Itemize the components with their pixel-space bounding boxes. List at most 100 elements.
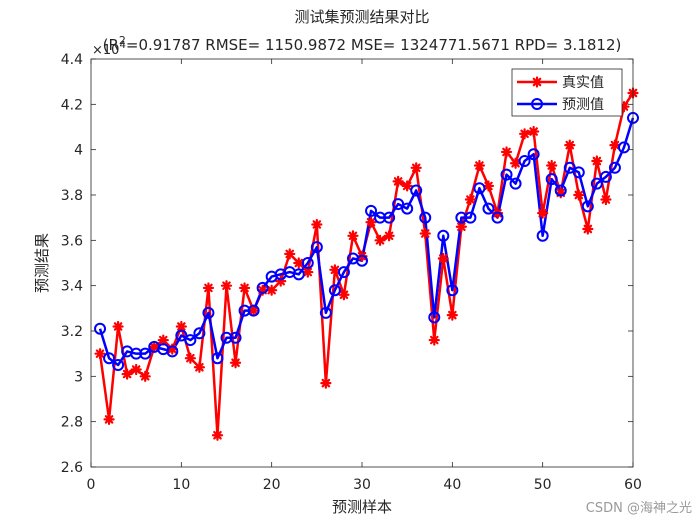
data-point-predicted (527, 148, 540, 161)
data-point-actual (103, 413, 115, 425)
y-axis-label: 预测结果 (33, 233, 51, 293)
data-point-predicted (572, 166, 585, 179)
y-tick-label: 3.4 (61, 279, 83, 295)
chart-subtitle: (R2=0.91787 RMSE= 1150.9872 MSE= 1324771… (103, 34, 622, 54)
data-point-actual (410, 162, 422, 174)
data-point-actual (139, 370, 151, 382)
data-point-predicted (365, 204, 378, 217)
x-tick-label: 0 (87, 477, 96, 493)
data-point-actual (329, 264, 341, 276)
x-tick-label: 30 (353, 477, 371, 493)
data-point-predicted (482, 202, 495, 215)
data-point-actual (518, 128, 531, 140)
data-point-predicted (464, 211, 477, 224)
data-point-actual (609, 139, 621, 151)
data-point-actual (374, 234, 386, 246)
y-tick-label: 3.8 (61, 188, 83, 204)
data-point-actual (284, 248, 296, 260)
data-point-predicted (554, 184, 567, 197)
data-point-predicted (103, 352, 116, 365)
data-point-actual (293, 257, 305, 269)
y-tick-label: 3 (74, 369, 83, 385)
data-point-predicted (545, 173, 558, 186)
data-point-predicted (184, 334, 197, 347)
data-point-predicted (319, 306, 332, 319)
y-tick-label: 3.6 (61, 233, 83, 249)
data-point-actual (446, 309, 458, 321)
data-point-predicted (392, 198, 405, 211)
exponent-power: 4 (119, 40, 125, 51)
y-tick-label: 4.4 (61, 52, 83, 68)
y-tick-label: 2.6 (61, 460, 83, 476)
data-point-predicted (563, 161, 576, 174)
data-point-actual (184, 352, 196, 364)
data-point-actual (455, 221, 467, 233)
data-point-predicted (193, 327, 206, 340)
data-point-predicted (428, 311, 441, 324)
data-point-actual (428, 334, 440, 346)
data-point-predicted (401, 202, 414, 215)
subtitle-metrics: =0.91787 RMSE= 1150.9872 MSE= 1324771.56… (126, 36, 621, 54)
x-axis-label: 预测样本 (332, 498, 392, 516)
data-point-actual (419, 227, 431, 240)
data-point-actual (121, 368, 133, 380)
data-point-actual (528, 125, 540, 138)
data-point-predicted (112, 359, 125, 371)
data-point-actual (320, 377, 332, 389)
y-tick-label: 4.2 (61, 97, 83, 113)
data-point-predicted (500, 168, 513, 181)
data-point-actual (401, 180, 413, 192)
data-point-predicted (536, 229, 549, 242)
data-point-predicted (328, 284, 341, 297)
legend-label-predicted: 预测值 (562, 97, 604, 113)
data-point-actual (193, 361, 205, 373)
data-point-actual (600, 193, 612, 206)
data-point-predicted (356, 254, 368, 267)
data-point-actual (238, 282, 251, 294)
data-point-predicted (139, 347, 152, 360)
data-point-predicted (310, 241, 323, 254)
subtitle-superscript: 2 (119, 34, 126, 47)
data-point-actual (537, 207, 549, 219)
y-tick-label: 4 (74, 143, 83, 159)
legend: 真实值 预测值 (511, 68, 623, 117)
x-tick-label: 10 (172, 477, 190, 493)
data-point-predicted (175, 329, 188, 342)
data-point-predicted (410, 184, 423, 197)
legend-marker-predicted (531, 98, 543, 110)
data-point-actual (564, 139, 576, 151)
data-point-actual (229, 357, 242, 369)
data-point-actual (473, 159, 486, 172)
data-point-actual (392, 175, 404, 187)
subtitle-prefix: (R (103, 36, 119, 54)
data-point-actual (365, 216, 377, 228)
data-point-predicted (202, 306, 215, 319)
data-point-predicted (518, 155, 531, 167)
data-point-predicted (509, 177, 522, 190)
data-point-predicted (446, 284, 459, 297)
legend-asterisk-icon (531, 76, 543, 88)
x-tick-label: 40 (443, 477, 461, 493)
y-exponent-label: ×104 (92, 40, 126, 58)
data-point-predicted (301, 257, 314, 269)
data-point-actual (338, 289, 350, 301)
data-point-predicted (247, 304, 260, 317)
data-point-predicted (581, 200, 594, 213)
y-tick-label: 2.8 (61, 415, 83, 431)
data-point-actual (482, 180, 495, 192)
data-point-actual (220, 280, 233, 292)
data-point-actual (211, 429, 224, 441)
data-point-predicted (437, 229, 450, 242)
x-tick-label: 60 (624, 477, 642, 493)
data-point-predicted (229, 331, 242, 344)
data-point-actual (157, 334, 169, 346)
data-point-actual (573, 189, 585, 201)
data-point-predicted (256, 281, 269, 294)
data-point-actual (509, 157, 522, 169)
data-point-predicted (608, 161, 621, 174)
data-point-predicted (337, 266, 350, 279)
exponent-base: ×10 (92, 43, 119, 58)
data-point-actual (546, 159, 558, 172)
